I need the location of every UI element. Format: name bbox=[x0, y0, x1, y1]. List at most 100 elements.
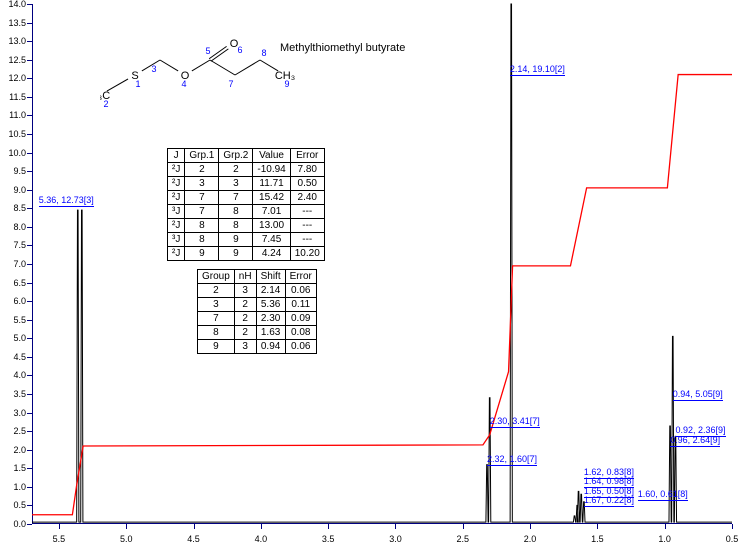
y-tick bbox=[27, 450, 32, 451]
table-cell: ²J bbox=[168, 177, 185, 191]
peak-label: 1.60, 0.61[8] bbox=[638, 489, 688, 501]
y-tick bbox=[27, 357, 32, 358]
table-cell: --- bbox=[290, 219, 324, 233]
table-row: ²J994.2410.20 bbox=[168, 247, 325, 261]
y-tick-label: 6.0 bbox=[13, 297, 26, 306]
atom-number: 1 bbox=[135, 79, 140, 89]
x-tick bbox=[665, 524, 666, 529]
table-cell: 11.71 bbox=[253, 177, 290, 191]
table-cell: 2 bbox=[185, 163, 219, 177]
y-tick-label: 14.0 bbox=[8, 0, 26, 9]
y-tick bbox=[27, 338, 32, 339]
table-cell: 0.09 bbox=[285, 312, 316, 326]
peak-label: 2.14, 19.10[2] bbox=[510, 64, 565, 76]
table-row: ³J787.01--- bbox=[168, 205, 325, 219]
atom-number: 9 bbox=[284, 79, 289, 89]
y-tick-label: 7.0 bbox=[13, 260, 26, 269]
y-tick bbox=[27, 190, 32, 191]
table-row: ²J3311.710.50 bbox=[168, 177, 325, 191]
table-cell: 10.20 bbox=[290, 247, 324, 261]
table-cell: 7 bbox=[198, 312, 235, 326]
table-cell: 2 bbox=[234, 326, 256, 340]
y-tick bbox=[27, 227, 32, 228]
table-row: 722.300.09 bbox=[198, 312, 317, 326]
table-header: nH bbox=[234, 270, 256, 284]
table-cell: --- bbox=[290, 205, 324, 219]
y-tick-label: 13.5 bbox=[8, 19, 26, 28]
atom-number: 8 bbox=[261, 48, 266, 58]
y-tick bbox=[27, 264, 32, 265]
y-tick bbox=[27, 171, 32, 172]
y-tick-label: 4.0 bbox=[13, 371, 26, 380]
y-tick-label: 0.0 bbox=[13, 520, 26, 529]
y-tick-label: 13.0 bbox=[8, 37, 26, 46]
x-tick-label: 3.0 bbox=[389, 534, 402, 544]
table-cell: ²J bbox=[168, 219, 185, 233]
table-cell: 9 bbox=[185, 247, 219, 261]
table-row: 821.630.08 bbox=[198, 326, 317, 340]
table-cell: 3 bbox=[219, 177, 253, 191]
y-tick bbox=[27, 524, 32, 525]
y-tick bbox=[27, 115, 32, 116]
y-tick-label: 3.5 bbox=[13, 390, 26, 399]
table-cell: ³J bbox=[168, 205, 185, 219]
table-cell: 7 bbox=[185, 191, 219, 205]
table-cell: ²J bbox=[168, 191, 185, 205]
atom-number: 5 bbox=[205, 46, 210, 56]
y-tick bbox=[27, 41, 32, 42]
x-tick bbox=[194, 524, 195, 529]
y-tick bbox=[27, 320, 32, 321]
x-tick-label: 4.5 bbox=[187, 534, 200, 544]
y-tick-label: 10.5 bbox=[8, 130, 26, 139]
y-tick bbox=[27, 505, 32, 506]
y-tick-label: 12.5 bbox=[8, 56, 26, 65]
peak-label: 5.36, 12.73[3] bbox=[39, 195, 94, 207]
table-cell: -10.94 bbox=[253, 163, 290, 177]
table-cell: 2 bbox=[234, 312, 256, 326]
x-tick bbox=[597, 524, 598, 529]
bond bbox=[235, 60, 260, 75]
table-cell: 2.30 bbox=[256, 312, 285, 326]
x-tick bbox=[395, 524, 396, 529]
y-tick bbox=[27, 208, 32, 209]
peak-label: 1.67, 0.22[8] bbox=[584, 495, 634, 507]
table-cell: 0.11 bbox=[285, 298, 316, 312]
table-cell: 9 bbox=[219, 247, 253, 261]
table-cell: 0.50 bbox=[290, 177, 324, 191]
table-cell: 13.00 bbox=[253, 219, 290, 233]
table-cell: 3 bbox=[185, 177, 219, 191]
table-row: 325.360.11 bbox=[198, 298, 317, 312]
table-header: Grp.2 bbox=[219, 149, 253, 163]
x-tick bbox=[261, 524, 262, 529]
peak-label: 2.30, 3.41[7] bbox=[490, 416, 540, 428]
y-tick bbox=[27, 23, 32, 24]
x-tick-label: 0.5 bbox=[726, 534, 739, 544]
y-tick bbox=[27, 487, 32, 488]
table-cell: 0.94 bbox=[256, 340, 285, 354]
y-tick bbox=[27, 60, 32, 61]
table-cell: 8 bbox=[219, 205, 253, 219]
y-tick bbox=[27, 245, 32, 246]
y-tick-label: 9.5 bbox=[13, 167, 26, 176]
table-cell: 0.06 bbox=[285, 340, 316, 354]
shift-table: GroupnHShiftError232.140.06325.360.11722… bbox=[197, 269, 317, 354]
x-tick-label: 3.5 bbox=[322, 534, 335, 544]
table-cell: 8 bbox=[185, 219, 219, 233]
y-tick bbox=[27, 97, 32, 98]
y-tick-label: 11.0 bbox=[9, 111, 26, 120]
table-cell: 3 bbox=[234, 340, 256, 354]
atom-number: 2 bbox=[103, 99, 108, 109]
table-cell: 2 bbox=[234, 298, 256, 312]
table-cell: 3 bbox=[198, 298, 235, 312]
bond bbox=[211, 49, 228, 61]
table-row: ³J897.45--- bbox=[168, 233, 325, 247]
x-tick bbox=[732, 524, 733, 529]
bond bbox=[160, 60, 178, 71]
y-tick-label: 2.0 bbox=[13, 446, 26, 455]
x-tick-label: 1.0 bbox=[658, 534, 671, 544]
y-tick-label: 8.0 bbox=[13, 223, 26, 232]
x-tick-label: 5.0 bbox=[120, 534, 133, 544]
table-cell: 2.14 bbox=[256, 284, 285, 298]
y-tick-label: 12.0 bbox=[8, 74, 26, 83]
y-tick bbox=[27, 78, 32, 79]
